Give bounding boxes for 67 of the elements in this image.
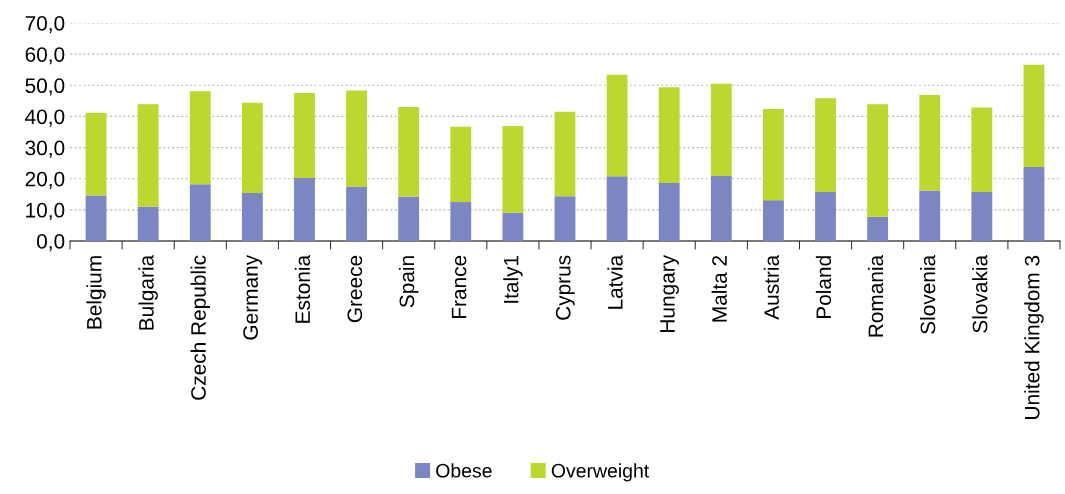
bar bbox=[815, 98, 836, 193]
bar bbox=[554, 111, 576, 197]
bar bbox=[137, 206, 159, 241]
x-tick-label: Slovakia bbox=[972, 254, 988, 333]
bar bbox=[241, 193, 263, 241]
bar bbox=[189, 91, 211, 185]
legend-label: Overweight bbox=[551, 463, 650, 482]
bar bbox=[815, 192, 836, 241]
x-tick-label: Czech Republic bbox=[190, 255, 210, 400]
x-tick-label: Italy1 bbox=[503, 255, 523, 303]
bar bbox=[502, 126, 524, 213]
x-tick-label: Romania bbox=[867, 254, 884, 337]
bar bbox=[919, 190, 941, 241]
bar bbox=[398, 196, 420, 241]
y-tick-label: 20,0 bbox=[25, 171, 65, 189]
bar bbox=[763, 108, 784, 201]
bar bbox=[606, 74, 628, 177]
bar bbox=[658, 87, 680, 184]
x-tick-label: Bulgaria bbox=[138, 254, 158, 330]
x-tick-label: Austria bbox=[763, 254, 780, 320]
bar bbox=[294, 93, 315, 179]
y-tick-label: 40,0 bbox=[25, 109, 65, 127]
x-tick-label: Belgium bbox=[86, 256, 106, 329]
bar bbox=[554, 196, 576, 241]
bar bbox=[189, 184, 211, 241]
x-tick-label: Malta 2 bbox=[711, 255, 727, 322]
x-tick-label: Estonia bbox=[294, 254, 311, 323]
x-tick-label: France bbox=[451, 255, 467, 319]
bar bbox=[137, 104, 159, 207]
x-tick-label: Poland bbox=[815, 256, 832, 319]
bar bbox=[1023, 166, 1045, 241]
bar bbox=[867, 104, 889, 217]
bar bbox=[85, 195, 107, 241]
bar bbox=[867, 216, 889, 241]
bar bbox=[85, 112, 107, 196]
bar bbox=[658, 183, 680, 241]
bar bbox=[450, 126, 472, 203]
y-tick-label: 0,0 bbox=[36, 234, 65, 252]
y-tick-label: 70,0 bbox=[25, 16, 65, 34]
bar bbox=[919, 94, 941, 191]
legend-label: Obese bbox=[436, 463, 492, 478]
x-tick-label: Latvia bbox=[607, 254, 623, 309]
bar bbox=[502, 212, 524, 241]
bar bbox=[346, 90, 367, 187]
bar bbox=[398, 107, 420, 197]
x-tick-label: Germany bbox=[243, 254, 263, 340]
y-tick-label: 60,0 bbox=[25, 47, 65, 65]
bar bbox=[1023, 64, 1045, 167]
y-tick-label: 30,0 bbox=[25, 140, 65, 158]
bar bbox=[606, 176, 628, 241]
bar bbox=[710, 175, 732, 241]
bar bbox=[294, 178, 315, 241]
bar bbox=[241, 102, 263, 194]
y-tick-label: 10,0 bbox=[26, 202, 65, 221]
x-tick-label: Spain bbox=[398, 256, 419, 308]
bar bbox=[346, 186, 367, 241]
x-tick-label: Greece bbox=[347, 255, 363, 323]
x-tick-label: Hungary bbox=[660, 254, 679, 332]
bar bbox=[763, 200, 784, 241]
y-tick-label: 50,0 bbox=[25, 78, 65, 96]
bar bbox=[710, 83, 732, 176]
bar bbox=[450, 202, 472, 241]
x-tick-label: Cyprus bbox=[555, 255, 575, 320]
bar bbox=[971, 107, 993, 193]
x-tick-label: United Kingdom 3 bbox=[1024, 255, 1044, 419]
x-tick-label: Slovenia bbox=[920, 254, 936, 334]
bar bbox=[971, 192, 993, 241]
